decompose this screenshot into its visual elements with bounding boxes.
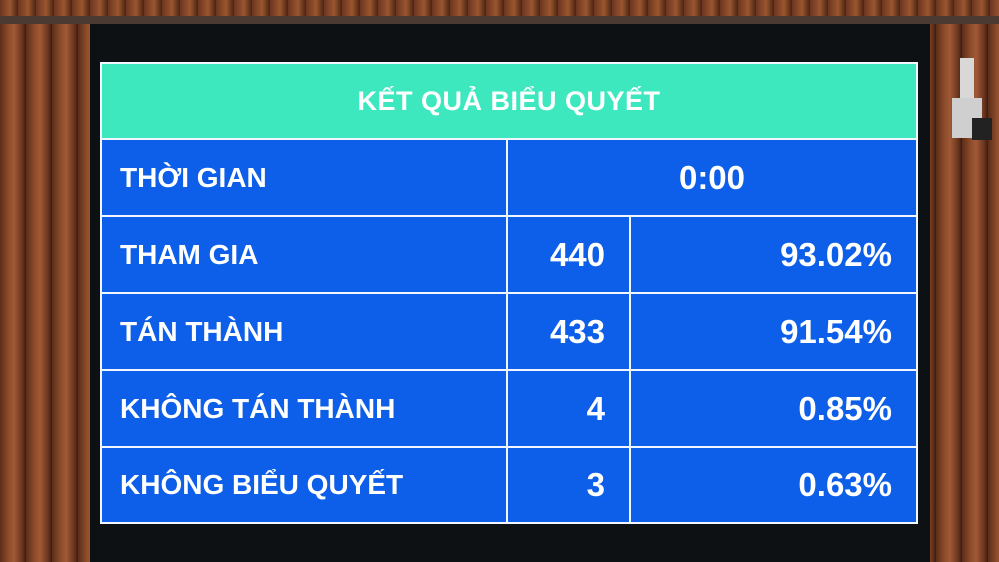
row-label: TÁN THÀNH <box>102 294 506 369</box>
row-label: KHÔNG TÁN THÀNH <box>102 371 506 446</box>
row-percent: 91.54% <box>631 294 916 369</box>
ledge <box>0 16 999 24</box>
time-label: THỜI GIAN <box>102 140 506 215</box>
row-count: 433 <box>508 294 629 369</box>
row-percent: 93.02% <box>631 217 916 292</box>
vote-results-display: KẾT QUẢ BIỂU QUYẾT THỜI GIAN 0:00 THAM G… <box>100 62 918 524</box>
row-count: 4 <box>508 371 629 446</box>
row-label: KHÔNG BIỂU QUYẾT <box>102 448 506 522</box>
results-title: KẾT QUẢ BIỂU QUYẾT <box>102 64 916 138</box>
row-percent: 0.63% <box>631 448 916 522</box>
row-count: 440 <box>508 217 629 292</box>
row-label: THAM GIA <box>102 217 506 292</box>
row-count: 3 <box>508 448 629 522</box>
wood-panel-top <box>0 0 999 18</box>
row-percent: 0.85% <box>631 371 916 446</box>
time-value: 0:00 <box>508 140 916 215</box>
camera-icon <box>952 58 992 140</box>
